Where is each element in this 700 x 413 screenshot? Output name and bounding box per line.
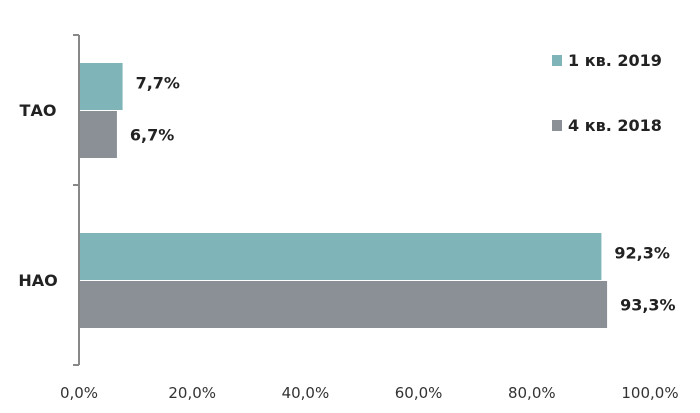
x-tick-label: 60,0%	[395, 384, 443, 402]
data-label: 7,7%	[136, 74, 180, 93]
x-tick-label: 0,0%	[60, 384, 98, 402]
category-label: НАО	[18, 271, 57, 290]
category-label: ТАО	[20, 101, 57, 120]
x-tick-label: 20,0%	[168, 384, 216, 402]
legend-label: 1 кв. 2019	[568, 51, 662, 70]
bar-q4-2018	[80, 111, 117, 158]
x-tick-label: 40,0%	[282, 384, 330, 402]
data-label: 92,3%	[614, 244, 670, 263]
bar-q1-2019	[80, 63, 123, 110]
legend-swatch	[552, 55, 562, 66]
bar-q1-2019	[80, 233, 602, 280]
data-label: 93,3%	[620, 296, 676, 315]
x-tick-label: 100,0%	[621, 384, 678, 402]
bar-q4-2018	[80, 281, 608, 328]
legend-swatch	[552, 120, 562, 131]
x-tick-label: 80,0%	[508, 384, 556, 402]
legend-label: 4 кв. 2018	[568, 116, 662, 135]
data-label: 6,7%	[130, 126, 174, 145]
